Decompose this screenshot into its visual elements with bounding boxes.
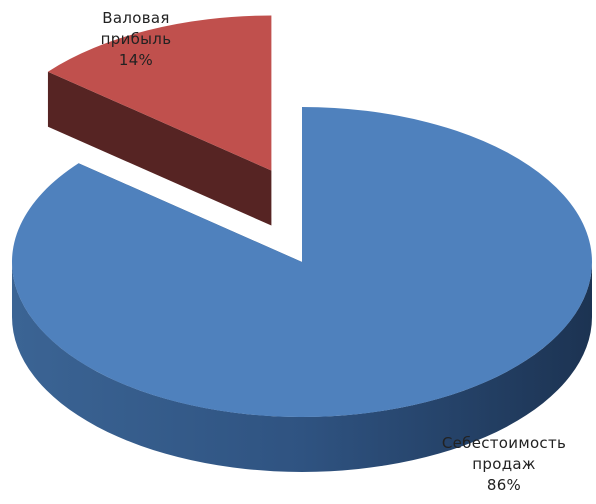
cost-of-sales-slice: [11, 107, 592, 418]
gross-profit-value-label: 14%: [118, 51, 154, 69]
slices-layer: [11, 15, 592, 472]
cost-of-sales-slice-side: [12, 262, 592, 472]
gross-profit-slice: [47, 15, 272, 171]
slice-label-gross-profit: Валовая прибыль 14%: [76, 8, 196, 71]
slice-label-cost-of-sales: Себестоимость продаж 86%: [430, 433, 578, 496]
cost-of-sales-label-line-2: продаж: [472, 455, 536, 473]
gross-profit-label-line-1: Валовая: [102, 9, 170, 27]
gross-profit-label-line-2: прибыль: [100, 30, 172, 48]
cost-of-sales-label-line-1: Себестоимость: [441, 434, 567, 452]
gross-profit-slice-wall: [47, 71, 272, 226]
cost-of-sales-value-label: 86%: [486, 476, 522, 494]
